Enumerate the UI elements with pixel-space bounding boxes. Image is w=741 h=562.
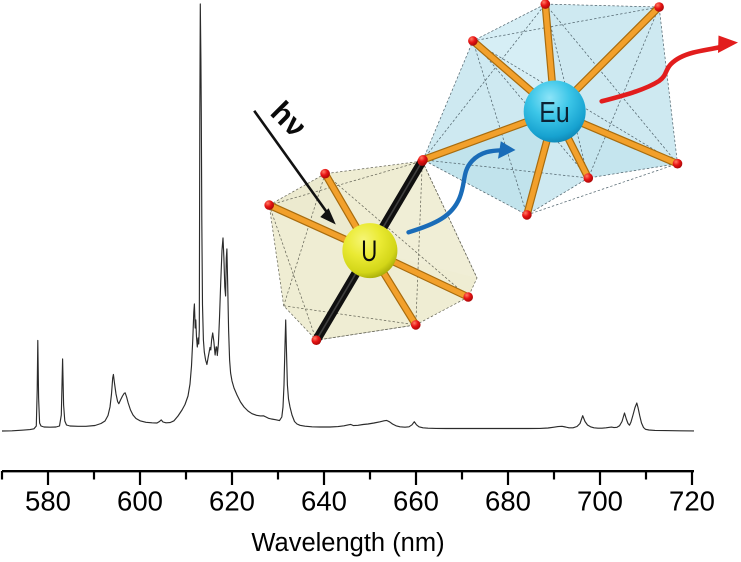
svg-text:Eu: Eu (539, 97, 570, 129)
svg-text:620: 620 (209, 486, 255, 517)
svg-text:700: 700 (577, 486, 623, 517)
svg-text:Wavelength (nm): Wavelength (nm) (251, 529, 444, 557)
svg-text:600: 600 (117, 486, 163, 517)
svg-text:680: 680 (485, 486, 531, 517)
svg-text:U: U (361, 235, 377, 268)
svg-text:660: 660 (393, 486, 439, 517)
svg-text:720: 720 (669, 486, 715, 517)
svg-text:580: 580 (25, 486, 71, 517)
svg-text:640: 640 (301, 486, 347, 517)
